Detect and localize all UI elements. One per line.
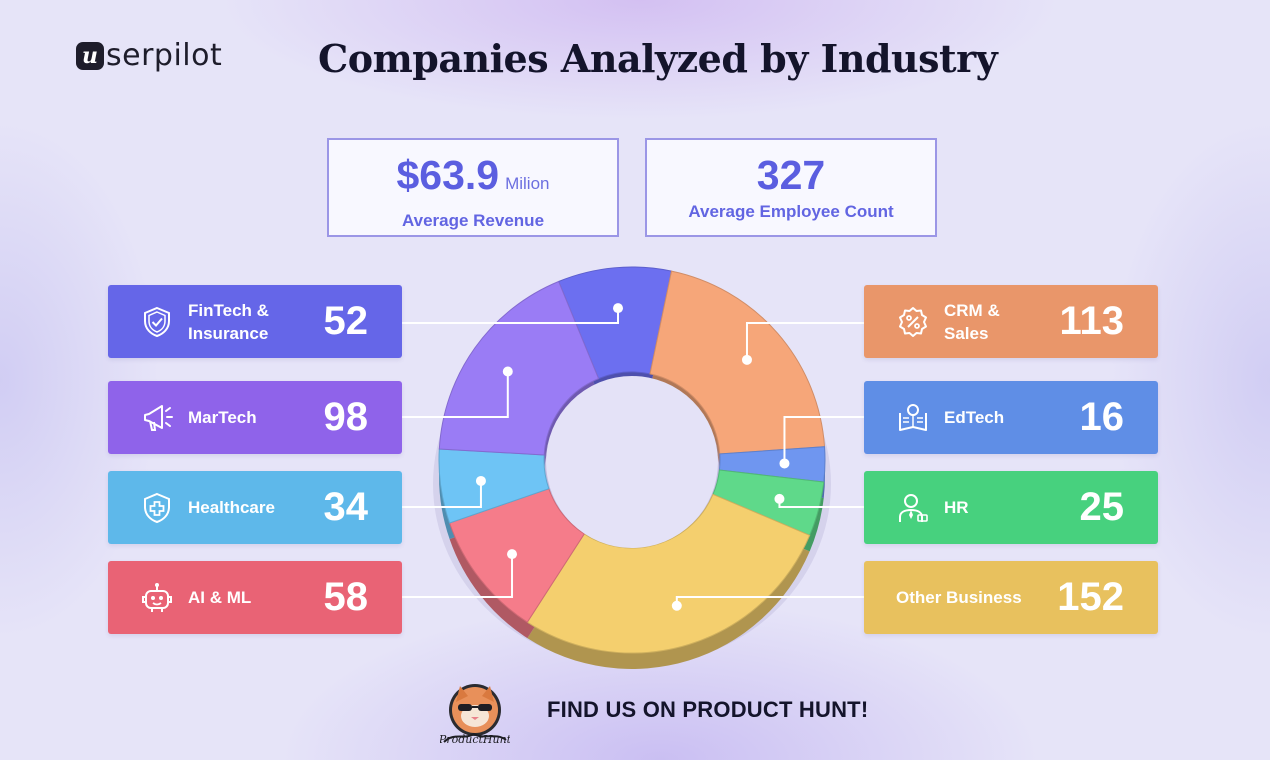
stat-number: $63.9: [396, 152, 500, 198]
connector-line: [402, 371, 509, 418]
card-count: 16: [1079, 395, 1125, 439]
shield-cross-icon: [144, 492, 170, 524]
connector-dot: [613, 303, 624, 314]
card-other-business: Other Business 152: [864, 561, 1158, 634]
robot-icon: [142, 583, 172, 612]
stat-value: 327: [647, 153, 935, 197]
connector-line: [402, 480, 482, 508]
page-title: Companies Analyzed by Industry: [318, 36, 998, 81]
card-healthcare: Healthcare 34: [108, 471, 402, 544]
connector-dot: [671, 600, 682, 611]
card-count: 152: [1057, 575, 1124, 619]
connector-dot: [774, 493, 785, 504]
badge-text: ProductHunt: [440, 733, 510, 746]
userpilot-logo: u serpilot: [76, 38, 222, 73]
donut-slice: [526, 493, 811, 654]
card-count: 52: [323, 299, 369, 343]
card-label: AI & ML: [188, 588, 252, 607]
card-label: CRM & Sales: [944, 300, 1000, 343]
connector-line: [402, 554, 514, 598]
card-count: 58: [323, 575, 369, 619]
card-label: Healthcare: [188, 498, 275, 517]
donut-hole: [546, 376, 718, 548]
stat-average-employee-count: 327 Average Employee Count: [645, 138, 937, 237]
donut-slice: [438, 280, 600, 456]
card-fintech-insurance: FinTech & Insurance 52: [108, 285, 402, 358]
stat-number: 327: [756, 152, 826, 198]
card-label: FinTech & Insurance: [188, 300, 269, 343]
stat-label: Average Employee Count: [688, 202, 894, 221]
card-crm-sales: CRM & Sales 113: [864, 285, 1158, 358]
card-label: Other Business: [896, 588, 1022, 607]
connector-dot: [507, 549, 518, 560]
logo-mark: u: [76, 41, 104, 70]
connector-line: [783, 416, 864, 464]
card-ai-ml: AI & ML 58: [108, 561, 402, 634]
connector-dot: [741, 354, 752, 365]
stat-label: Average Revenue: [401, 211, 545, 230]
shield-check-icon: [144, 306, 170, 338]
connector-line: [745, 322, 864, 360]
card-count: 98: [323, 395, 369, 439]
card-label: MarTech: [188, 408, 257, 427]
donut-slice: [649, 270, 826, 455]
stat-value: $63.9 Milion: [329, 153, 617, 206]
employee-icon: [899, 494, 928, 522]
card-edtech: EdTech 16: [864, 381, 1158, 454]
stat-average-revenue: $63.9 Milion Average Revenue: [327, 138, 619, 237]
percent-badge-icon: [899, 307, 927, 337]
product-hunt-cat-icon: ProductHunt: [440, 684, 510, 746]
product-hunt-link[interactable]: FIND US ON PRODUCT HUNT!: [547, 697, 869, 722]
megaphone-icon: [144, 405, 173, 431]
logo-text: serpilot: [106, 38, 223, 73]
donut-layer: [402, 266, 864, 669]
connector-dot: [779, 458, 790, 469]
card-count: 34: [323, 485, 369, 529]
connector-dot: [475, 475, 486, 486]
connector-dot: [502, 366, 513, 377]
card-martech: MarTech 98: [108, 381, 402, 454]
card-count: 25: [1079, 485, 1125, 529]
card-label: EdTech: [944, 408, 1005, 427]
card-hr: HR 25: [864, 471, 1158, 544]
stat-unit: Milion: [505, 174, 550, 193]
card-count: 113: [1059, 299, 1124, 343]
card-label: HR: [944, 498, 969, 517]
book-bulb-icon: [899, 404, 927, 431]
